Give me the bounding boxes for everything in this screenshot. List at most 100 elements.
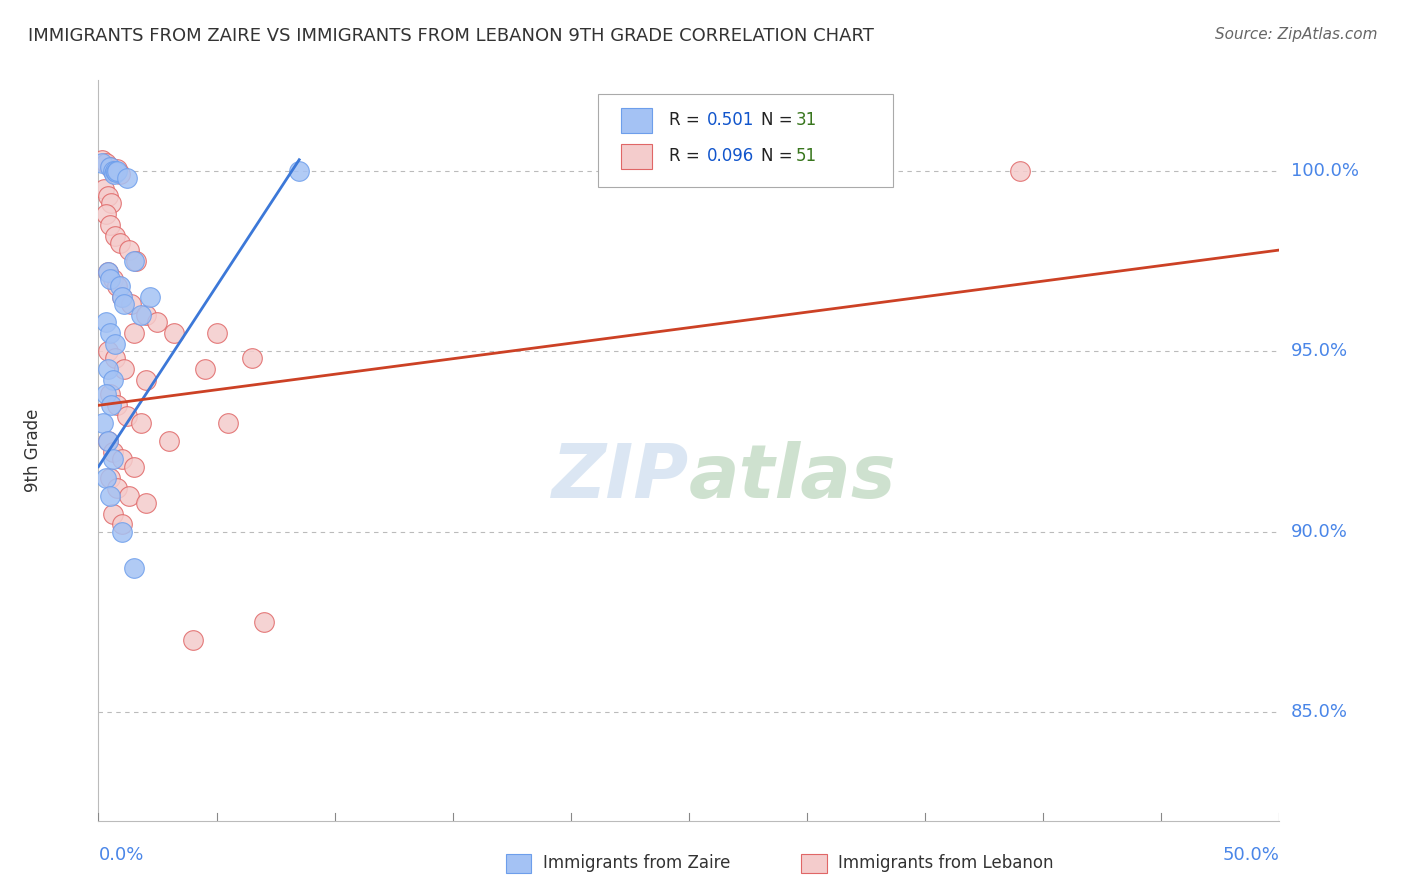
Point <box>135 308 157 322</box>
Text: Immigrants from Lebanon: Immigrants from Lebanon <box>838 855 1053 872</box>
Text: IMMIGRANTS FROM ZAIRE VS IMMIGRANTS FROM LEBANON 9TH GRADE CORRELATION CHART: IMMIGRANTS FROM ZAIRE VS IMMIGRANTS FROM… <box>28 27 875 45</box>
Point <box>112 297 135 311</box>
Text: ZIP: ZIP <box>551 441 689 514</box>
Point <box>94 387 117 401</box>
Point <box>98 160 121 174</box>
Point <box>194 362 217 376</box>
Point <box>135 373 157 387</box>
Point <box>98 489 121 503</box>
Text: N =: N = <box>761 112 797 129</box>
Point <box>91 417 114 431</box>
Text: 31: 31 <box>796 112 817 129</box>
Point <box>163 326 186 340</box>
Text: atlas: atlas <box>689 441 897 514</box>
Point <box>91 153 114 167</box>
Point <box>101 507 124 521</box>
Text: 85.0%: 85.0% <box>1291 703 1347 722</box>
Point <box>105 161 128 176</box>
Point <box>253 615 276 629</box>
Point <box>104 228 127 243</box>
Point <box>97 434 120 449</box>
Point <box>98 218 121 232</box>
Point <box>111 452 134 467</box>
Point <box>98 470 121 484</box>
Point <box>108 167 131 181</box>
Point <box>94 470 117 484</box>
Point <box>112 362 135 376</box>
Point <box>105 165 128 179</box>
Point <box>129 308 152 322</box>
Point <box>121 297 143 311</box>
Point <box>103 167 125 181</box>
Point <box>111 290 134 304</box>
Text: Source: ZipAtlas.com: Source: ZipAtlas.com <box>1215 27 1378 42</box>
Point <box>111 524 134 539</box>
Point <box>94 207 117 221</box>
Text: 90.0%: 90.0% <box>1291 523 1347 541</box>
Point <box>118 243 141 257</box>
Point <box>125 253 148 268</box>
Point <box>122 326 145 340</box>
Point <box>115 170 138 185</box>
Point <box>98 326 121 340</box>
Point <box>104 351 127 366</box>
Point <box>101 272 124 286</box>
Point <box>105 163 128 178</box>
Point <box>122 561 145 575</box>
Text: 50.0%: 50.0% <box>1223 846 1279 863</box>
Point <box>111 517 134 532</box>
Point <box>104 337 127 351</box>
Point <box>97 265 120 279</box>
Point <box>97 265 120 279</box>
Point <box>94 156 117 170</box>
Point <box>217 417 239 431</box>
Point <box>115 409 138 424</box>
Point <box>97 189 120 203</box>
Point <box>98 387 121 401</box>
Text: 95.0%: 95.0% <box>1291 343 1348 360</box>
Text: 100.0%: 100.0% <box>1291 161 1358 179</box>
Text: N =: N = <box>761 147 797 165</box>
Point <box>105 398 128 412</box>
Point <box>97 434 120 449</box>
Point <box>91 156 114 170</box>
Point <box>100 196 122 211</box>
Point <box>104 163 127 178</box>
Point <box>157 434 180 449</box>
Point <box>122 459 145 474</box>
Point <box>108 279 131 293</box>
Text: 51: 51 <box>796 147 817 165</box>
Text: R =: R = <box>669 112 706 129</box>
Point <box>205 326 228 340</box>
Point <box>104 163 127 178</box>
Point <box>122 253 145 268</box>
Text: 0.096: 0.096 <box>707 147 755 165</box>
Point <box>101 163 124 178</box>
Point <box>93 181 115 195</box>
Point <box>146 315 169 329</box>
Point <box>97 344 120 359</box>
Point <box>101 373 124 387</box>
Point <box>181 633 204 648</box>
Text: 0.501: 0.501 <box>707 112 755 129</box>
Point <box>129 417 152 431</box>
Text: Immigrants from Zaire: Immigrants from Zaire <box>543 855 730 872</box>
Point <box>101 163 124 178</box>
Point <box>98 160 121 174</box>
Point <box>135 496 157 510</box>
Point <box>118 489 141 503</box>
Point <box>101 445 124 459</box>
Point <box>288 163 311 178</box>
Point <box>139 290 162 304</box>
Point <box>101 452 124 467</box>
Text: 9th Grade: 9th Grade <box>24 409 42 492</box>
Point <box>111 290 134 304</box>
Point <box>105 482 128 496</box>
Point <box>100 398 122 412</box>
Point <box>1008 163 1031 178</box>
Text: R =: R = <box>669 147 706 165</box>
Point <box>240 351 263 366</box>
Point <box>105 279 128 293</box>
Point <box>98 272 121 286</box>
Text: 0.0%: 0.0% <box>98 846 143 863</box>
